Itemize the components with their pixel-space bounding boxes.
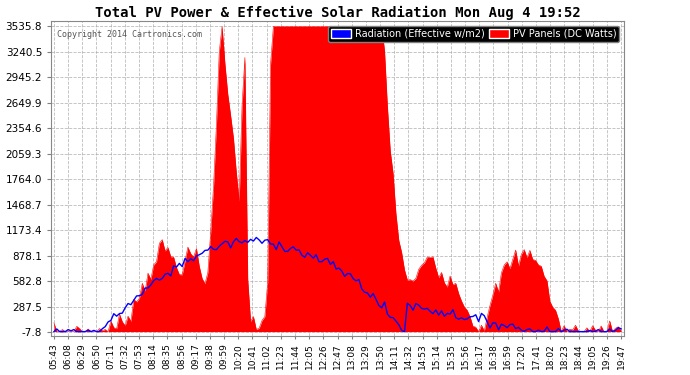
Title: Total PV Power & Effective Solar Radiation Mon Aug 4 19:52: Total PV Power & Effective Solar Radiati… [95, 6, 580, 20]
Legend: Radiation (Effective w/m2), PV Panels (DC Watts): Radiation (Effective w/m2), PV Panels (D… [328, 26, 619, 42]
Text: Copyright 2014 Cartronics.com: Copyright 2014 Cartronics.com [57, 30, 201, 39]
